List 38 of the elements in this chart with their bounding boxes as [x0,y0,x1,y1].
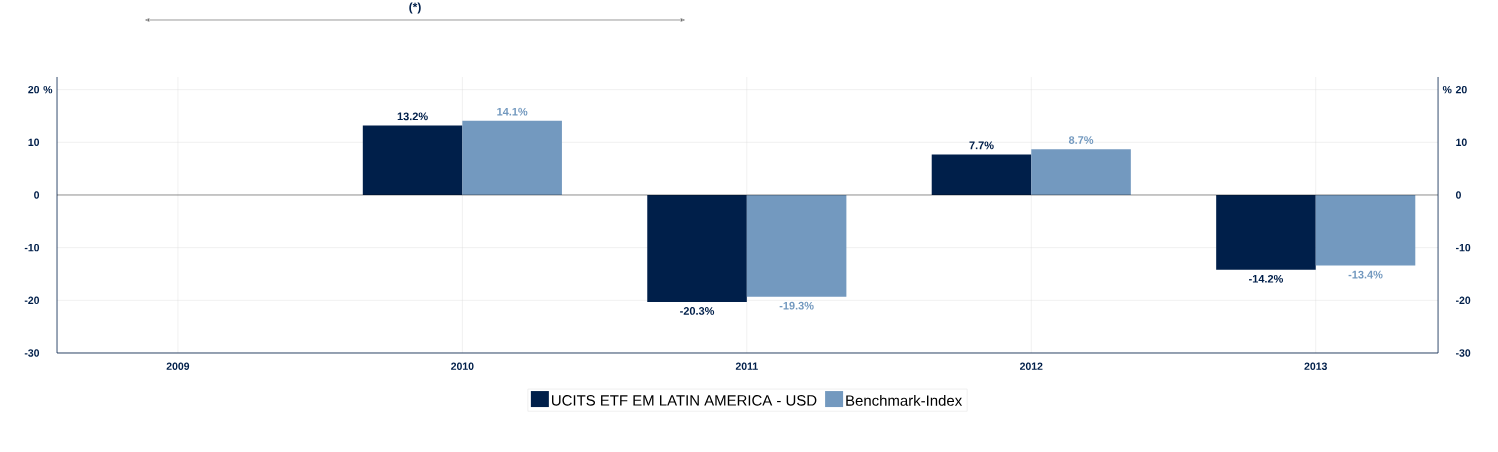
bar [746,194,847,297]
bar [1031,149,1131,195]
x-tick-label: 2013 [1304,362,1327,370]
data-label: -13.4% [1348,270,1383,279]
y2-axis-title: % [1442,85,1452,94]
bar [462,120,562,195]
y-tick-label: -20 [24,296,40,305]
y2-tick-label: 20 [1455,85,1467,94]
y2-tick-label: 0 [1455,191,1461,199]
text: (*) [409,2,421,14]
y-tick-label: -10 [24,243,40,252]
y-tick-label: -30 [24,349,40,357]
y2-tick-label: -20 [1455,296,1471,305]
data-label: 14.1% [497,107,528,116]
x-tick-label: 2011 [735,362,758,370]
y-tick-label: 0 [34,191,40,199]
data-label: -20.3% [680,307,715,315]
x-tick-label: 2009 [166,362,190,370]
bar [931,154,1032,195]
data-label: 8.7% [1068,136,1094,144]
bar [1216,194,1316,270]
y2-tick-label: 10 [1456,138,1467,147]
y2-tick-label: -10 [1455,243,1471,252]
y-axis-title: % [43,85,53,94]
bar [1315,194,1416,266]
data-label: -19.3% [779,301,814,310]
y-tick-label: 20 [28,85,40,94]
data-label: 7.7% [969,141,994,150]
y2-tick-label: -30 [1455,349,1471,357]
bar [647,194,747,302]
data-label: 13.2% [397,112,428,121]
data-label: -14.2% [1249,274,1284,283]
x-tick-label: 2010 [451,362,474,370]
legend-label: Benchmark-Index [846,394,963,406]
bar [362,125,463,195]
legend-label: UCITS ETF EM LATIN AMERICA - USD [552,395,817,406]
x-tick-label: 2012 [1020,362,1043,370]
y-tick-label: 10 [28,138,40,147]
